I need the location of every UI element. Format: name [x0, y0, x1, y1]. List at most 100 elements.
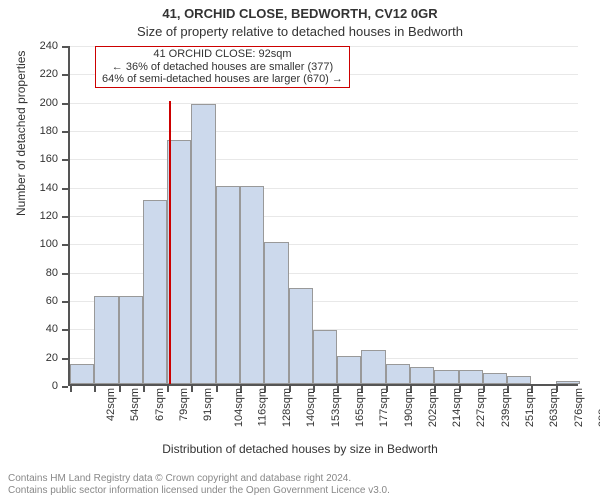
x-tick [216, 386, 218, 392]
y-tick [62, 74, 68, 76]
histogram-bar [240, 186, 264, 384]
property-marker-line [169, 101, 171, 384]
x-tick-label: 214sqm [451, 388, 463, 427]
x-tick [531, 386, 533, 392]
y-tick-label: 100 [32, 238, 58, 250]
y-tick-label: 0 [32, 380, 58, 392]
grid-line [70, 188, 578, 189]
annotation-line1: 41 ORCHID CLOSE: 92sqm [102, 48, 343, 61]
histogram-bar [143, 200, 167, 384]
x-tick [70, 386, 72, 392]
x-tick-label: 140sqm [306, 388, 318, 427]
y-tick-label: 80 [32, 267, 58, 279]
grid-line [70, 131, 578, 132]
x-tick [167, 386, 169, 392]
x-axis-label: Distribution of detached houses by size … [0, 442, 600, 456]
x-tick-label: 128sqm [281, 388, 293, 427]
histogram-bar [264, 242, 288, 384]
histogram-bar [386, 364, 410, 384]
x-tick [313, 386, 315, 392]
x-tick-label: 91sqm [202, 388, 214, 421]
histogram-bar [483, 373, 507, 384]
histogram-bar [119, 296, 143, 384]
x-tick [361, 386, 363, 392]
x-tick-label: 276sqm [573, 388, 585, 427]
y-tick [62, 329, 68, 331]
x-tick-label: 116sqm [256, 388, 268, 426]
plot-area: 02040608010012014016018020022024042sqm54… [68, 46, 578, 386]
x-tick [264, 386, 266, 392]
histogram-bar [313, 330, 337, 384]
x-tick-label: 165sqm [354, 388, 366, 427]
y-tick [62, 301, 68, 303]
y-tick-label: 160 [32, 153, 58, 165]
x-tick-label: 251sqm [524, 388, 536, 427]
x-tick-label: 177sqm [378, 388, 390, 427]
footer-line1: Contains HM Land Registry data © Crown c… [8, 473, 390, 485]
y-tick-label: 40 [32, 323, 58, 335]
y-tick [62, 131, 68, 133]
x-tick [386, 386, 388, 392]
histogram-bar [191, 104, 215, 385]
y-tick-label: 60 [32, 295, 58, 307]
histogram-bar [337, 356, 361, 384]
y-tick-label: 20 [32, 352, 58, 364]
x-tick [119, 386, 121, 392]
footer-line2: Contains public sector information licen… [8, 485, 390, 497]
histogram-bar [410, 367, 434, 384]
y-axis-label: Number of detached properties [14, 51, 28, 216]
x-tick-label: 239sqm [500, 388, 512, 427]
annotation-box: 41 ORCHID CLOSE: 92sqm ← 36% of detached… [95, 46, 350, 88]
x-tick-label: 54sqm [129, 388, 141, 421]
chart-title-address: 41, ORCHID CLOSE, BEDWORTH, CV12 0GR [0, 6, 600, 21]
histogram-bar [434, 370, 458, 384]
x-tick-label: 227sqm [476, 388, 488, 427]
grid-line [70, 103, 578, 104]
chart-subtitle: Size of property relative to detached ho… [0, 24, 600, 39]
x-tick [556, 386, 558, 392]
x-tick [289, 386, 291, 392]
y-tick-label: 180 [32, 125, 58, 137]
y-tick [62, 358, 68, 360]
x-tick-label: 263sqm [548, 388, 560, 427]
x-tick [410, 386, 412, 392]
y-tick [62, 103, 68, 105]
x-tick-label: 153sqm [330, 388, 342, 427]
y-tick [62, 273, 68, 275]
histogram-bar [556, 381, 580, 384]
histogram-bar [70, 364, 94, 384]
histogram-bar [507, 376, 531, 385]
x-tick-label: 202sqm [427, 388, 439, 427]
x-tick [483, 386, 485, 392]
y-tick-label: 200 [32, 97, 58, 109]
grid-line [70, 159, 578, 160]
x-tick-label: 42sqm [105, 388, 117, 421]
x-tick-label: 190sqm [403, 388, 415, 427]
y-tick [62, 46, 68, 48]
x-tick [240, 386, 242, 392]
x-tick [94, 386, 96, 392]
y-tick-label: 140 [32, 182, 58, 194]
footer-attribution: Contains HM Land Registry data © Crown c… [8, 473, 390, 496]
histogram-bar [361, 350, 385, 384]
x-tick [434, 386, 436, 392]
y-tick [62, 216, 68, 218]
x-tick [459, 386, 461, 392]
x-tick-label: 67sqm [154, 388, 166, 421]
histogram-bar [459, 370, 483, 384]
y-tick [62, 159, 68, 161]
x-tick [143, 386, 145, 392]
y-tick-label: 240 [32, 40, 58, 52]
x-tick-label: 79sqm [178, 388, 190, 421]
y-tick-label: 120 [32, 210, 58, 222]
histogram-bar [289, 288, 313, 384]
x-tick [337, 386, 339, 392]
y-tick [62, 188, 68, 190]
chart-container: 41, ORCHID CLOSE, BEDWORTH, CV12 0GR Siz… [0, 0, 600, 500]
histogram-bar [216, 186, 240, 384]
annotation-line2: ← 36% of detached houses are smaller (37… [102, 61, 343, 74]
y-tick [62, 386, 68, 388]
y-tick-label: 220 [32, 68, 58, 80]
annotation-line3: 64% of semi-detached houses are larger (… [102, 73, 343, 86]
y-tick [62, 244, 68, 246]
